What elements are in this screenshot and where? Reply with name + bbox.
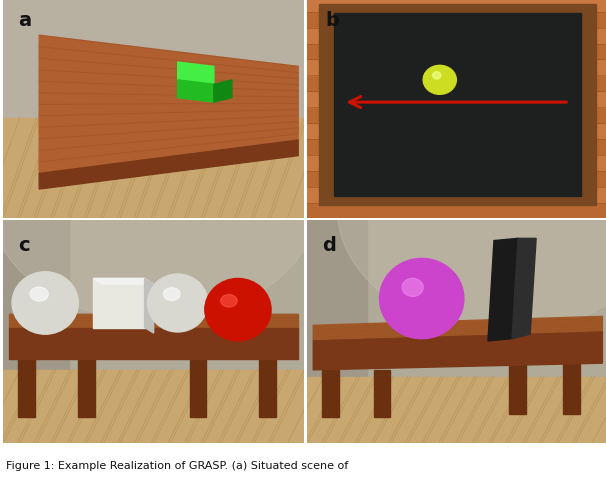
Bar — [307, 44, 606, 59]
Text: b: b — [325, 11, 339, 30]
Ellipse shape — [423, 65, 456, 94]
Bar — [307, 376, 606, 443]
Bar — [307, 187, 606, 202]
Bar — [322, 370, 339, 416]
Ellipse shape — [402, 278, 423, 296]
Text: Figure 1: Example Realization of GRASP. (a) Situated scene of: Figure 1: Example Realization of GRASP. … — [6, 461, 348, 470]
Polygon shape — [214, 80, 232, 102]
Bar — [509, 363, 525, 415]
Bar — [307, 0, 606, 11]
Bar — [307, 171, 606, 186]
Bar — [373, 370, 390, 416]
Bar — [307, 59, 606, 74]
Ellipse shape — [433, 72, 441, 79]
Bar — [563, 363, 580, 415]
Polygon shape — [178, 80, 214, 102]
Bar — [307, 91, 606, 106]
Polygon shape — [145, 278, 154, 333]
Polygon shape — [307, 220, 367, 443]
Bar — [93, 278, 145, 327]
Bar — [307, 107, 606, 122]
Polygon shape — [178, 62, 214, 84]
Text: d: d — [322, 236, 336, 255]
Circle shape — [338, 87, 606, 332]
Bar — [78, 359, 95, 416]
Polygon shape — [93, 278, 154, 284]
Bar — [3, 370, 304, 443]
Bar — [335, 13, 581, 196]
Polygon shape — [3, 220, 69, 443]
Polygon shape — [39, 35, 298, 173]
Polygon shape — [9, 314, 298, 327]
Bar — [259, 359, 276, 416]
Ellipse shape — [148, 274, 208, 332]
Bar — [3, 118, 304, 218]
Bar — [307, 75, 606, 91]
Ellipse shape — [12, 272, 78, 334]
Bar — [18, 359, 35, 416]
Polygon shape — [488, 238, 518, 341]
Ellipse shape — [164, 288, 180, 300]
Bar — [307, 123, 606, 138]
Polygon shape — [9, 327, 298, 359]
Bar — [307, 203, 606, 218]
Bar — [307, 12, 606, 27]
Ellipse shape — [379, 258, 464, 339]
Bar — [190, 359, 206, 416]
Bar — [307, 27, 606, 43]
Polygon shape — [512, 238, 536, 339]
Bar — [307, 155, 606, 171]
Polygon shape — [39, 140, 298, 189]
Ellipse shape — [30, 287, 48, 301]
Ellipse shape — [205, 278, 271, 341]
Ellipse shape — [221, 294, 237, 307]
Polygon shape — [313, 317, 602, 341]
Circle shape — [0, 75, 319, 321]
Text: c: c — [18, 236, 30, 255]
Bar — [307, 139, 606, 154]
Text: a: a — [18, 11, 32, 30]
Polygon shape — [313, 332, 602, 370]
